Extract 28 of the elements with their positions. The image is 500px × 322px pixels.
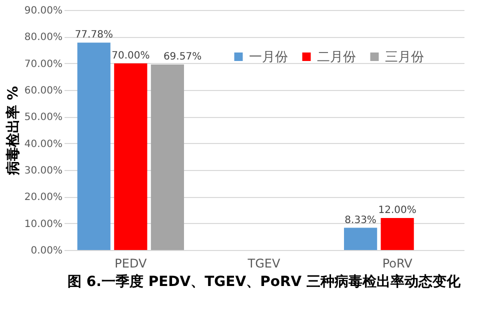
bar: [77, 42, 110, 250]
y-tick-label: 50.00%: [24, 112, 62, 124]
x-tick-label: PoRV: [382, 256, 414, 270]
y-tick-label: 90.00%: [24, 6, 62, 16]
bar: [150, 64, 184, 250]
text: 图 6.一季度 PEDV、TGEV、PoRV 三种病毒检出率动态变化: [68, 273, 462, 290]
bar: [114, 63, 148, 250]
y-tick-label: 80.00%: [24, 32, 62, 44]
data-label: 69.57%: [163, 51, 202, 62]
x-tick-label: TGEV: [246, 256, 281, 270]
y-tick-label: 10.00%: [24, 218, 62, 230]
y-tick-label: 40.00%: [24, 138, 62, 150]
y-tick-label: 30.00%: [24, 166, 62, 176]
data-label: 8.33%: [344, 214, 376, 226]
y-tick-label: 70.00%: [24, 58, 62, 70]
y-axis-title: 病毒检出率 %: [4, 86, 22, 176]
bar: [380, 218, 414, 250]
legend-label: 二月份: [317, 50, 356, 65]
data-label: 12.00%: [378, 205, 416, 216]
data-label: 70.00%: [112, 50, 150, 62]
x-tick-label: PEDV: [114, 256, 148, 270]
legend-label: 一月份: [249, 50, 288, 65]
y-tick-label: 60.00%: [24, 86, 62, 96]
legend-label: 三月份: [385, 50, 424, 65]
bar: [344, 228, 378, 250]
y-tick-label: 0.00%: [30, 246, 62, 256]
data-label: 77.78%: [74, 30, 113, 41]
y-tick-label: 20.00%: [24, 192, 62, 204]
